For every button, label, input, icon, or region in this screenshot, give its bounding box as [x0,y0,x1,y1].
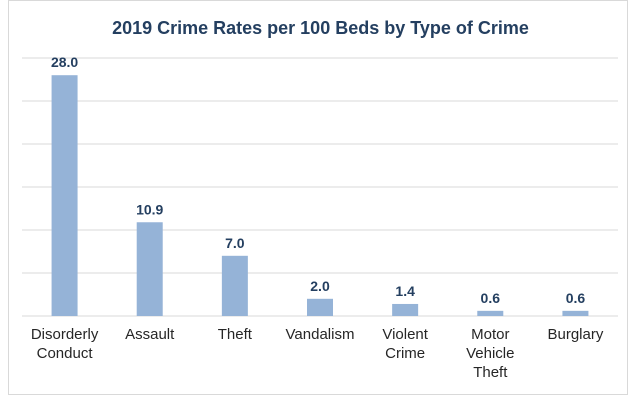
chart-frame [8,0,628,395]
bar-violent-crime [392,303,419,316]
category-label: Burglary [547,326,603,343]
value-label: 1.4 [395,283,415,299]
bar-burglary [562,310,589,316]
bar-disorderly-conduct [51,75,78,316]
category-label: Vandalism [286,326,355,343]
bar-vandalism [307,298,333,316]
value-label: 0.6 [481,290,501,306]
bar-motor-vehicle-theft [477,310,504,316]
bar-assault [136,222,163,316]
category-label: Violent [382,326,428,343]
category-label: Conduct [37,345,94,362]
value-label: 28.0 [51,54,78,70]
category-label: Vehicle [466,345,514,362]
value-label: 2.0 [310,278,330,294]
category-label: Theft [473,364,508,381]
category-label: Theft [218,326,253,343]
category-label: Motor [471,326,509,343]
category-labels: Disorderly Conduct Assault Theft Vandalism Vi… [31,326,604,381]
value-labels: 28.0 10.9 7.0 2.0 1.4 0.6 0.6 [51,54,585,306]
category-label: Disorderly [31,326,99,343]
value-label: 0.6 [566,290,586,306]
value-label: 10.9 [136,201,163,217]
bars [51,75,589,316]
bar-theft [221,255,248,316]
category-label: Assault [125,326,175,343]
chart-title: 2019 Crime Rates per 100 Beds by Type of… [112,18,529,38]
value-label: 7.0 [225,235,245,251]
category-label: Crime [385,345,425,362]
